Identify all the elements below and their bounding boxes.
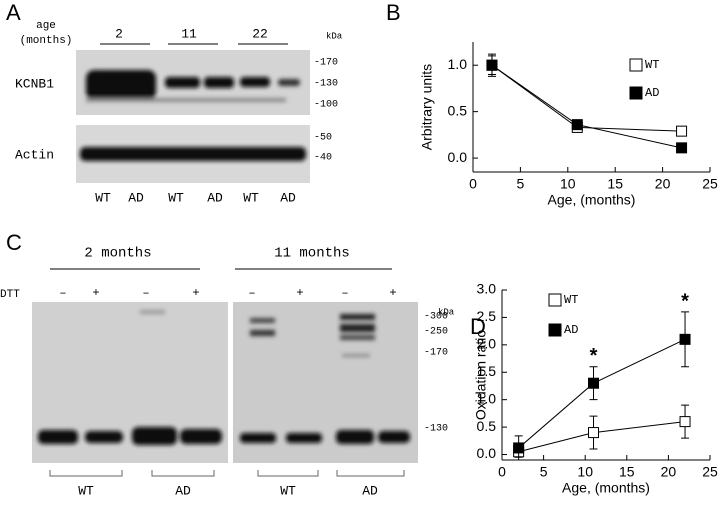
age-label: (months) (20, 35, 73, 47)
x-tick-label: 0 (498, 464, 506, 480)
blot (76, 50, 310, 183)
lane: AD (362, 483, 378, 498)
x-axis-label: Age, (months) (548, 192, 636, 208)
sign: – (59, 286, 66, 300)
sign: – (341, 286, 348, 300)
marker: -40 (314, 153, 332, 164)
blot-label: KCNB1 (15, 76, 54, 91)
legend-label: WT (645, 58, 659, 72)
y-tick-label: 0.0 (477, 445, 497, 461)
marker: -250 (424, 327, 448, 338)
marker: -170 (314, 58, 338, 69)
marker (679, 416, 691, 428)
age-label: age (36, 20, 56, 32)
marker (588, 377, 600, 389)
marker: -100 (314, 100, 338, 111)
y-tick-label: 3.0 (477, 281, 497, 297)
x-tick-label: 20 (655, 176, 671, 192)
marker (486, 59, 498, 71)
marker (679, 333, 691, 345)
y-tick-label: 1.0 (448, 56, 468, 72)
y-tick-label: 0.5 (448, 102, 468, 118)
y-tick-label: 2.0 (477, 336, 497, 352)
annotation: * (590, 345, 598, 367)
brackets (49, 470, 405, 477)
y-axis-label: Oxidation ratio (473, 330, 489, 420)
group: 11 months (274, 246, 350, 262)
series-line (491, 64, 682, 149)
age: 2 (115, 26, 123, 41)
lane: WT (95, 190, 111, 205)
lane: AD (207, 190, 223, 205)
x-tick-label: 20 (661, 464, 677, 480)
marker (676, 142, 688, 154)
treatment: DTT (0, 289, 20, 301)
x-tick-label: 5 (540, 464, 548, 480)
legend-label: AD (564, 323, 578, 337)
lane: AD (128, 190, 144, 205)
panel-label: B (386, 0, 401, 25)
age: 11 (181, 26, 197, 41)
kda: kDa (326, 31, 343, 41)
kda: kDa (438, 307, 455, 317)
lane: WT (78, 483, 94, 498)
x-tick-label: 0 (469, 176, 477, 192)
legend-swatch (629, 86, 643, 100)
marker: -50 (314, 133, 332, 144)
y-tick-label: 1.0 (477, 390, 497, 406)
lane: WT (168, 190, 184, 205)
lane: WT (280, 483, 296, 498)
y-tick-label: 0.0 (448, 149, 468, 165)
y-tick-label: 1.5 (477, 363, 497, 379)
sign: + (192, 286, 199, 300)
group: 2 months (84, 246, 151, 262)
marker (588, 427, 600, 439)
x-tick-label: 25 (702, 176, 718, 192)
marker (513, 442, 525, 454)
age: 22 (252, 26, 268, 41)
panel-label: D (470, 314, 486, 339)
legend-swatch (629, 58, 643, 72)
marker (676, 125, 688, 137)
lane: AD (175, 483, 191, 498)
x-tick-label: 10 (560, 176, 576, 192)
panel-label: A (6, 0, 21, 25)
sign: – (248, 286, 255, 300)
y-tick-label: 2.5 (477, 308, 497, 324)
legend-swatch (548, 293, 562, 307)
marker: -300 (424, 312, 448, 323)
legend-label: WT (564, 293, 578, 307)
x-tick-label: 5 (517, 176, 525, 192)
panel-label: C (6, 230, 22, 255)
x-tick-label: 15 (619, 464, 635, 480)
annotation: * (681, 290, 689, 312)
x-tick-label: 25 (702, 464, 718, 480)
marker: -130 (424, 424, 448, 435)
marker: -170 (424, 348, 448, 359)
x-tick-label: 10 (577, 464, 593, 480)
marker: -130 (314, 79, 338, 90)
sign: – (142, 286, 149, 300)
sign: + (296, 286, 303, 300)
sign: + (389, 286, 396, 300)
legend-label: AD (645, 86, 659, 100)
sign: + (92, 286, 99, 300)
y-axis-label: Arbitrary units (419, 64, 435, 150)
marker (571, 119, 583, 131)
lane: AD (280, 190, 296, 205)
legend-swatch (548, 323, 562, 337)
y-tick-label: 0.5 (477, 418, 497, 434)
blot (32, 302, 418, 463)
lane: WT (243, 190, 259, 205)
x-axis-label: Age, (months) (562, 480, 650, 496)
x-tick-label: 15 (607, 176, 623, 192)
blot-label: Actin (15, 147, 54, 162)
